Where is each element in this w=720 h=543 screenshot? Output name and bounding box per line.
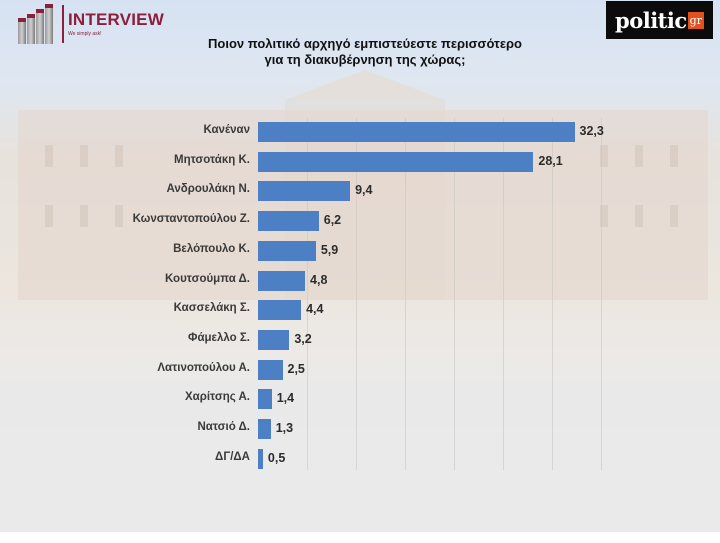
bar [258,270,306,291]
bar-row: Νατσιό Δ. 1,3 [0,419,720,439]
bar-row: Χαρίτσης Α. 1,4 [0,389,720,410]
background-window [45,145,53,167]
background-window [115,145,123,167]
value-label: 0,5 [267,450,286,465]
background-window [80,205,88,227]
bar-row: Ανδρουλάκη Ν. 9,4 [0,181,720,202]
chart-title: Ποιον πολιτικό αρχηγό εμπιστεύεστε περισ… [150,36,580,68]
category-label: Νατσιό Δ. [197,421,250,433]
gridline [503,118,504,470]
category-label: Κανέναν [203,124,250,136]
bar-chart-logo-icon [16,4,56,44]
value-label: 3,2 [294,331,312,346]
background-window [670,205,678,227]
bar-row: Κωνσταντοπούλου Ζ. 6,2 [0,211,720,232]
chart-canvas: INTERVIEW We simply ask! politic gr Ποιο… [0,0,720,532]
logo-divider [62,5,64,43]
chart-title-line2: για τη διακυβέρνηση της χώρας; [264,52,466,67]
bar [258,419,271,439]
category-label: Βελόπουλο Κ. [173,242,250,255]
value-label: 6,2 [323,213,342,228]
value-label: 2,5 [287,361,305,376]
politic-logo: politic gr [606,1,713,39]
background-window [80,145,88,167]
gridline [307,118,308,470]
gridline [601,118,602,470]
background-window [635,205,643,227]
interview-logo: INTERVIEW We simply ask! [16,4,164,44]
category-label: Λατινοπούλου Α. [157,361,250,374]
category-label: Κασσελάκη Σ. [173,302,250,315]
category-label: Χαρίτσης Α. [184,391,250,404]
value-label: 4,8 [310,272,328,287]
bar [258,122,575,142]
bar-row: Κουτσούμπα Δ. 4,8 [0,270,720,291]
bar [258,359,283,380]
value-label: 1,4 [276,391,295,406]
background-pediment [285,70,445,100]
bar [258,240,316,261]
bar-row: ΔΓ/ΔΑ 0,5 [0,448,720,469]
interview-logo-tagline: We simply ask! [68,31,102,37]
category-label: ΔΓ/ΔΑ [215,450,250,463]
gridline [454,118,455,470]
bar [258,151,534,172]
bar-row: Φάμελλο Σ. 3,2 [0,329,720,350]
background-window [115,205,123,227]
category-label: Ανδρουλάκη Ν. [166,183,250,196]
bar-row: Κανέναν 32,3 [0,122,720,142]
gridline [405,118,406,470]
background-window [600,205,608,227]
value-label: 9,4 [355,183,373,198]
background-window [635,145,643,167]
value-label: 4,4 [306,302,324,317]
gridline [356,118,357,470]
bar [258,300,302,321]
background-window [600,145,608,167]
background-window [670,145,678,167]
bar-row: Μητσοτάκη Κ. 28,1 [0,151,720,172]
bar [258,448,263,469]
bar-row: Κασσελάκη Σ. 4,4 [0,300,720,321]
interview-logo-name: INTERVIEW [68,10,164,29]
gridline [552,118,553,470]
value-label: 1,3 [275,421,294,435]
bar [258,389,272,410]
bar-row: Λατινοπούλου Α. 2,5 [0,359,720,380]
bar [258,181,351,202]
background-square [0,380,720,532]
category-label: Κωνσταντοπούλου Ζ. [132,213,250,226]
bar [258,329,290,350]
category-label: Μητσοτάκη Κ. [173,153,250,166]
bar-row: Βελόπουλο Κ. 5,9 [0,240,720,261]
value-label: 28,1 [538,153,563,168]
politic-logo-suffix: gr [687,11,704,29]
value-label: 5,9 [320,242,339,257]
politic-logo-word: politic [615,7,687,33]
chart-title-line1: Ποιον πολιτικό αρχηγό εμπιστεύεστε περισ… [208,36,522,51]
category-label: Κουτσούμπα Δ. [165,272,250,285]
value-label: 32,3 [579,124,604,138]
category-label: Φάμελλο Σ. [188,331,250,344]
bar [258,211,319,232]
background-window [45,205,53,227]
